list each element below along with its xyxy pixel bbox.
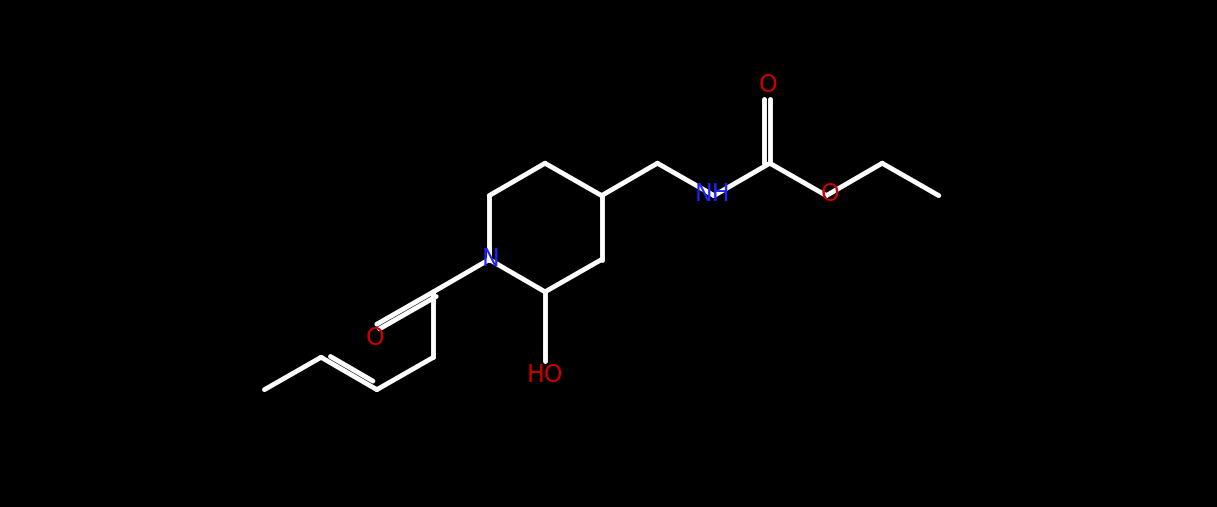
Text: O: O: [366, 326, 385, 350]
Text: NH: NH: [695, 182, 730, 206]
Text: HO: HO: [527, 363, 563, 387]
Text: N: N: [482, 247, 500, 272]
Text: O: O: [759, 74, 778, 97]
Text: O: O: [821, 182, 840, 206]
